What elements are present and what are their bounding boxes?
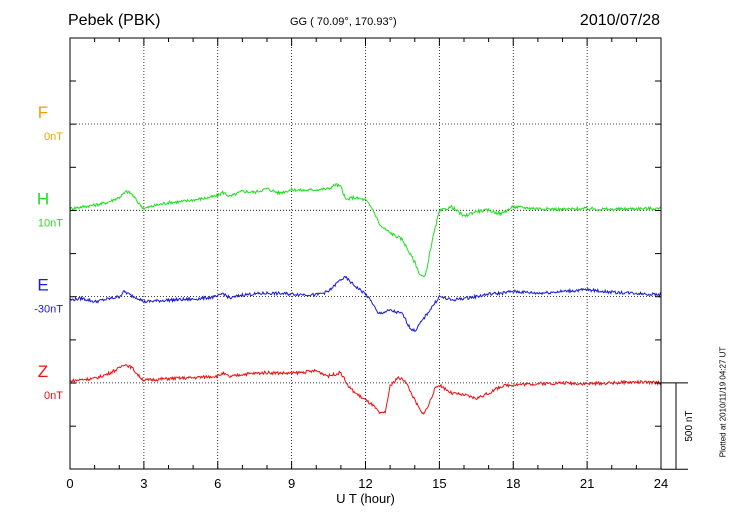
x-tick-label: 12 — [358, 476, 372, 491]
x-tick-label: 3 — [140, 476, 147, 491]
baseline-label-z: 0nT — [44, 390, 63, 402]
observation-date: 2010/07/28 — [579, 12, 660, 29]
x-tick-label: 24 — [654, 476, 668, 491]
series-lines — [69, 183, 662, 415]
station-coordinates: GG ( 70.09°, 170.93°) — [290, 16, 397, 28]
x-axis-title: U T (hour) — [336, 491, 395, 506]
series-label-z: Z — [38, 362, 48, 381]
series-label-h: H — [37, 189, 49, 208]
baseline-label-e: -30nT — [34, 304, 63, 316]
series-line-z — [69, 364, 662, 415]
series-line-h — [69, 183, 662, 278]
series-label-f: F — [38, 103, 48, 122]
x-tick-label: 6 — [214, 476, 221, 491]
x-tick-label: 9 — [288, 476, 295, 491]
x-tick-label: 18 — [506, 476, 520, 491]
grid-lines — [70, 38, 661, 469]
scale-bar-label: 500 nT — [684, 410, 695, 441]
series-label-e: E — [37, 276, 48, 295]
component-labels: F 0nT H 10nT E -30nT Z 0nT — [34, 103, 63, 402]
x-tick-label: 21 — [580, 476, 594, 491]
scale-bar: 500 nT — [661, 382, 695, 470]
baseline-label-f: 0nT — [44, 131, 63, 143]
baseline-label-h: 10nT — [38, 217, 63, 229]
series-line-e — [69, 275, 662, 333]
x-tick-label: 0 — [66, 476, 73, 491]
x-tick-label: 15 — [432, 476, 446, 491]
station-title: Pebek (PBK) — [68, 12, 161, 29]
x-axis: 0 3 6 9 12 15 18 21 24 — [66, 38, 668, 491]
